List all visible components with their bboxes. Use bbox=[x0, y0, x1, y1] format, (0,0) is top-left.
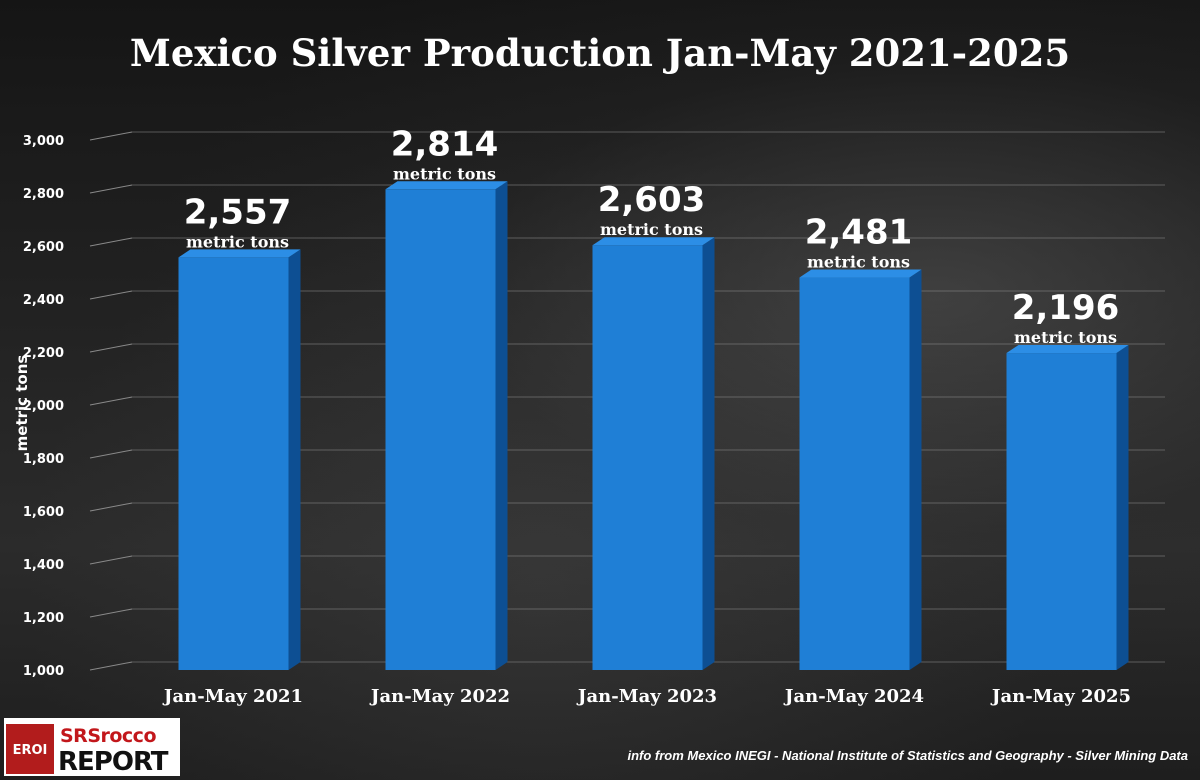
y-tick-label: 1,800 bbox=[23, 452, 64, 467]
bar-value-label: 2,603 bbox=[598, 180, 706, 220]
y-tick-label: 2,000 bbox=[23, 399, 64, 414]
bar-side bbox=[288, 249, 301, 670]
y-axis-ticks: 1,000 1,200 1,400 1,600 1,800 2,000 2,200 2,400… bbox=[23, 134, 64, 679]
gridline-diagonal bbox=[89, 502, 133, 512]
gridline-diagonal bbox=[89, 131, 133, 141]
gridline-diagonal bbox=[89, 184, 133, 194]
bar bbox=[385, 189, 496, 671]
gridline-diagonal bbox=[89, 608, 133, 618]
x-tick-label: Jan-May 2024 bbox=[783, 686, 924, 707]
y-tick-label: 2,600 bbox=[23, 240, 64, 255]
y-tick-label: 3,000 bbox=[23, 134, 64, 149]
bar-side bbox=[495, 181, 508, 671]
bar-side bbox=[1116, 345, 1129, 670]
eroi-badge-text: EROI bbox=[13, 743, 48, 758]
y-tick-label: 2,400 bbox=[23, 293, 64, 308]
bar-top bbox=[385, 181, 508, 190]
bar-value-label: 2,481 bbox=[805, 213, 913, 253]
x-tick-label: Jan-May 2022 bbox=[369, 686, 510, 707]
gridline-diagonal bbox=[89, 343, 133, 353]
x-tick-label: Jan-May 2023 bbox=[576, 686, 717, 707]
y-tick-label: 2,200 bbox=[23, 346, 64, 361]
x-axis-ticks: Jan-May 2021 Jan-May 2022 Jan-May 2023 Jan-… bbox=[162, 686, 1131, 707]
gridline-diagonal bbox=[89, 449, 133, 459]
bar-top bbox=[178, 249, 301, 258]
logo-line-2: REPORT bbox=[58, 747, 169, 776]
gridline-diagonal bbox=[89, 396, 133, 406]
bar-top bbox=[1006, 345, 1129, 354]
bar-top bbox=[799, 269, 922, 278]
gridline-diagonal bbox=[89, 661, 133, 671]
bar-unit-label: metric tons bbox=[600, 220, 703, 239]
bar bbox=[1006, 353, 1117, 670]
bar bbox=[799, 277, 910, 670]
source-note: info from Mexico INEGI - National Instit… bbox=[627, 748, 1188, 763]
bar-value-label: 2,196 bbox=[1012, 288, 1120, 328]
bar-unit-label: metric tons bbox=[807, 253, 910, 272]
logo-line-1: SRSrocco bbox=[60, 725, 156, 747]
bar-side bbox=[909, 269, 922, 670]
x-tick-label: Jan-May 2021 bbox=[162, 686, 303, 707]
bar-side bbox=[702, 237, 715, 670]
y-tick-label: 1,200 bbox=[23, 611, 64, 626]
y-tick-label: 1,000 bbox=[23, 664, 64, 679]
bar-top bbox=[592, 237, 715, 246]
chart-title: Mexico Silver Production Jan-May 2021-20… bbox=[130, 31, 1070, 75]
bar bbox=[178, 257, 289, 670]
x-tick-label: Jan-May 2025 bbox=[990, 686, 1131, 707]
bar-value-label: 2,814 bbox=[391, 124, 499, 164]
y-tick-label: 1,400 bbox=[23, 558, 64, 573]
bar-unit-label: metric tons bbox=[1014, 328, 1117, 347]
gridline-diagonal bbox=[89, 555, 133, 565]
y-axis-label: metric tons bbox=[13, 355, 31, 452]
bar-value-label: 2,557 bbox=[184, 192, 292, 232]
eroi-badge bbox=[6, 724, 54, 774]
bars bbox=[178, 181, 1129, 671]
srsrocco-report-logo: EROI SRSrocco REPORT bbox=[4, 718, 180, 776]
y-tick-label: 1,600 bbox=[23, 505, 64, 520]
bar-unit-label: metric tons bbox=[186, 232, 289, 251]
gridline-diagonal bbox=[89, 237, 133, 247]
gridline-diagonal bbox=[89, 290, 133, 300]
bar bbox=[592, 245, 703, 670]
bar-unit-label: metric tons bbox=[393, 164, 496, 183]
y-tick-label: 2,800 bbox=[23, 187, 64, 202]
